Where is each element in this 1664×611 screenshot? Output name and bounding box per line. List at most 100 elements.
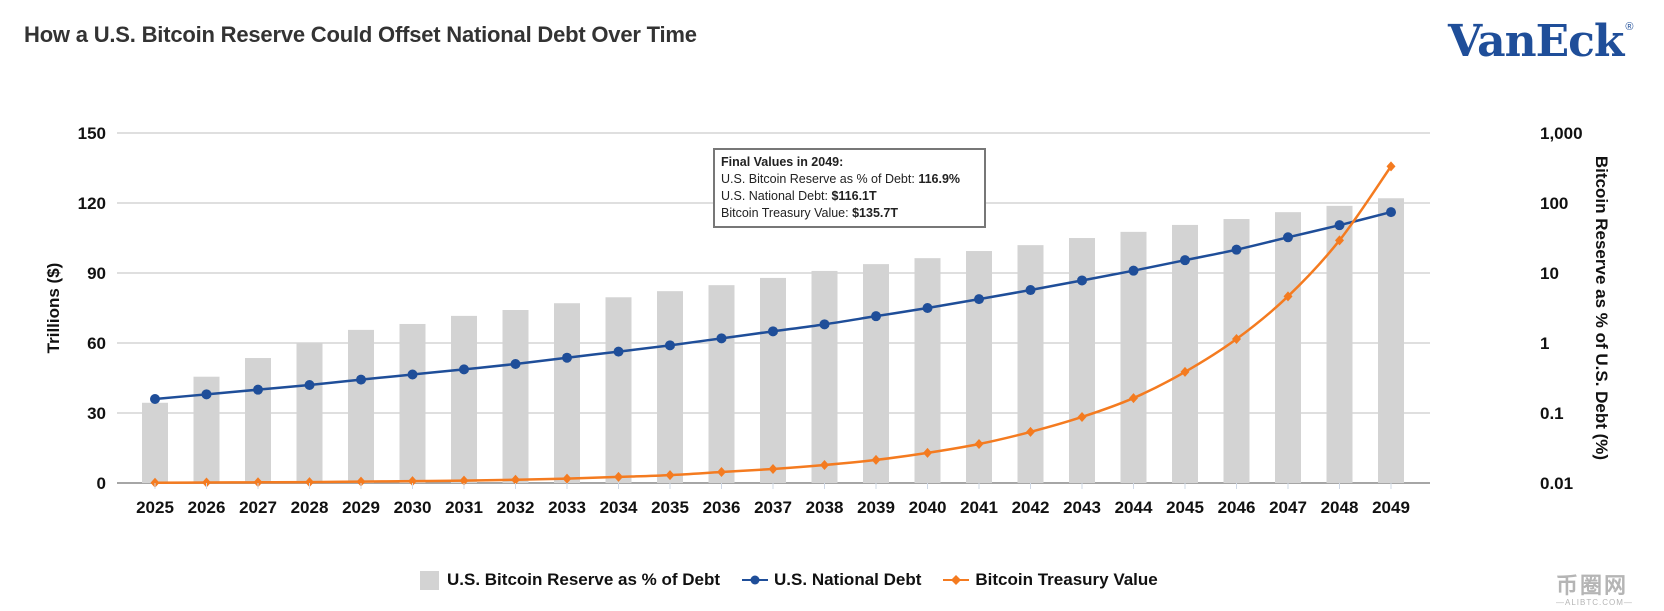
logo-text: VanEck [1448,16,1624,67]
btc-value-point [562,473,572,484]
bar [502,310,529,483]
btc-value-point [459,475,469,486]
debt-point [150,394,160,404]
btc-value-point [1232,334,1241,345]
line-series [150,161,1396,488]
btc-value-point [150,477,160,488]
x-tick-label: 2046 [1218,498,1256,517]
circle-line-swatch-icon [742,575,769,585]
left-axis-ticks: 0 30 60 90 120 150 [78,124,106,493]
x-tick-label: 2031 [445,498,483,517]
tooltip-heading: Final Values in 2049: [721,155,844,169]
x-tick-label: 2025 [136,498,174,517]
x-tick-label: 2036 [703,498,741,517]
debt-point [871,311,881,322]
debt-point [304,380,315,390]
x-tick-label: 2047 [1269,498,1307,517]
left-axis-title: Trillions ($) [44,263,63,354]
left-tick-label: 0 [97,474,106,493]
final-values-tooltip: Final Values in 2049: U.S. Bitcoin Reser… [713,148,986,228]
x-tick-label: 2028 [291,498,329,517]
right-axis-title: Bitcoin Reserve as % of U.S. Debt (%) [1592,156,1611,460]
x-tick-label: 2048 [1321,498,1359,517]
debt-point [1283,232,1293,243]
right-tick-label: 0.1 [1540,404,1564,423]
x-tick-label: 2042 [1012,498,1050,517]
right-tick-label: 1,000 [1540,124,1583,143]
x-tick-label: 2029 [342,498,380,517]
debt-point [356,374,366,385]
x-axis-ticks: 2025 2026 2027 2028 2029 2030 2031 2032 2033 2034… [136,483,1410,517]
right-tick-label: 0.01 [1540,474,1573,493]
x-tick-label: 2035 [651,498,689,517]
x-tick-label: 2034 [600,498,638,517]
bar [296,343,323,483]
btc-value-point [305,477,314,488]
bar [1017,245,1044,483]
btc-value-point [356,476,366,487]
left-tick-label: 30 [87,404,106,423]
left-tick-label: 60 [87,334,106,353]
btc-value-point [1077,411,1087,422]
x-tick-label: 2044 [1115,498,1153,517]
bar [1069,238,1095,483]
legend-item-btc-value[interactable]: Bitcoin Treasury Value [943,570,1158,590]
debt-point [819,319,830,330]
x-tick-label: 2049 [1372,498,1410,517]
bar [1172,224,1198,483]
x-tick-label: 2041 [960,498,998,517]
btc-value-point [1180,366,1190,377]
right-tick-label: 1 [1540,334,1549,353]
x-tick-label: 2043 [1063,498,1101,517]
left-tick-label: 150 [78,124,106,143]
legend: U.S. Bitcoin Reserve as % of Debt U.S. N… [420,570,1180,590]
btc-value-point [511,474,520,485]
legend-item-reserve-pct[interactable]: U.S. Bitcoin Reserve as % of Debt [420,570,720,590]
right-tick-label: 100 [1540,194,1568,213]
btc-value-point [717,467,726,478]
bar [245,358,271,483]
btc-value-point [820,460,829,471]
right-axis-ticks: 0.01 0.1 1 10 100 1,000 [1540,124,1583,493]
btc-value-point [1335,235,1344,246]
bar [451,315,477,483]
watermark: 币圈网 —ALIBTC.COM— [1556,573,1633,607]
legend-item-debt[interactable]: U.S. National Debt [742,570,921,590]
btc-value-point [1386,161,1396,172]
debt-point [1231,244,1242,255]
x-tick-label: 2045 [1166,498,1204,517]
btc-value-point [1129,393,1138,404]
vaneck-logo: VanEck ® [1448,16,1634,67]
debt-point [974,294,984,305]
debt-point [1334,220,1345,231]
right-tick-label: 10 [1540,264,1559,283]
bar [605,297,632,483]
x-tick-label: 2030 [394,498,432,517]
debt-point [459,364,469,375]
tooltip-row-btc-value: Bitcoin Treasury Value: $135.7T [721,206,898,220]
debt-point [407,369,418,380]
bar [863,264,889,483]
x-tick-label: 2039 [857,498,895,517]
chart-title: How a U.S. Bitcoin Reserve Could Offset … [24,22,697,47]
btc-value-point [1026,426,1035,437]
x-tick-label: 2032 [497,498,535,517]
x-tick-label: 2038 [806,498,844,517]
bar [1275,212,1301,483]
debt-point [1386,207,1396,218]
x-tick-label: 2033 [548,498,586,517]
diamond-line-swatch-icon [943,575,970,585]
bar [760,277,786,483]
left-tick-label: 120 [78,194,106,213]
debt-point [1180,255,1190,266]
bar [399,323,426,483]
x-tick-label: 2026 [188,498,226,517]
tooltip-row-reserve-pct: U.S. Bitcoin Reserve as % of Debt: 116.9… [721,172,961,186]
btc-value-point [768,464,778,474]
btc-value-point [408,476,417,487]
x-tick-label: 2037 [754,498,792,517]
bar [914,258,941,483]
debt-point [201,389,212,400]
btc-value-point [253,477,263,488]
bar [657,291,683,483]
